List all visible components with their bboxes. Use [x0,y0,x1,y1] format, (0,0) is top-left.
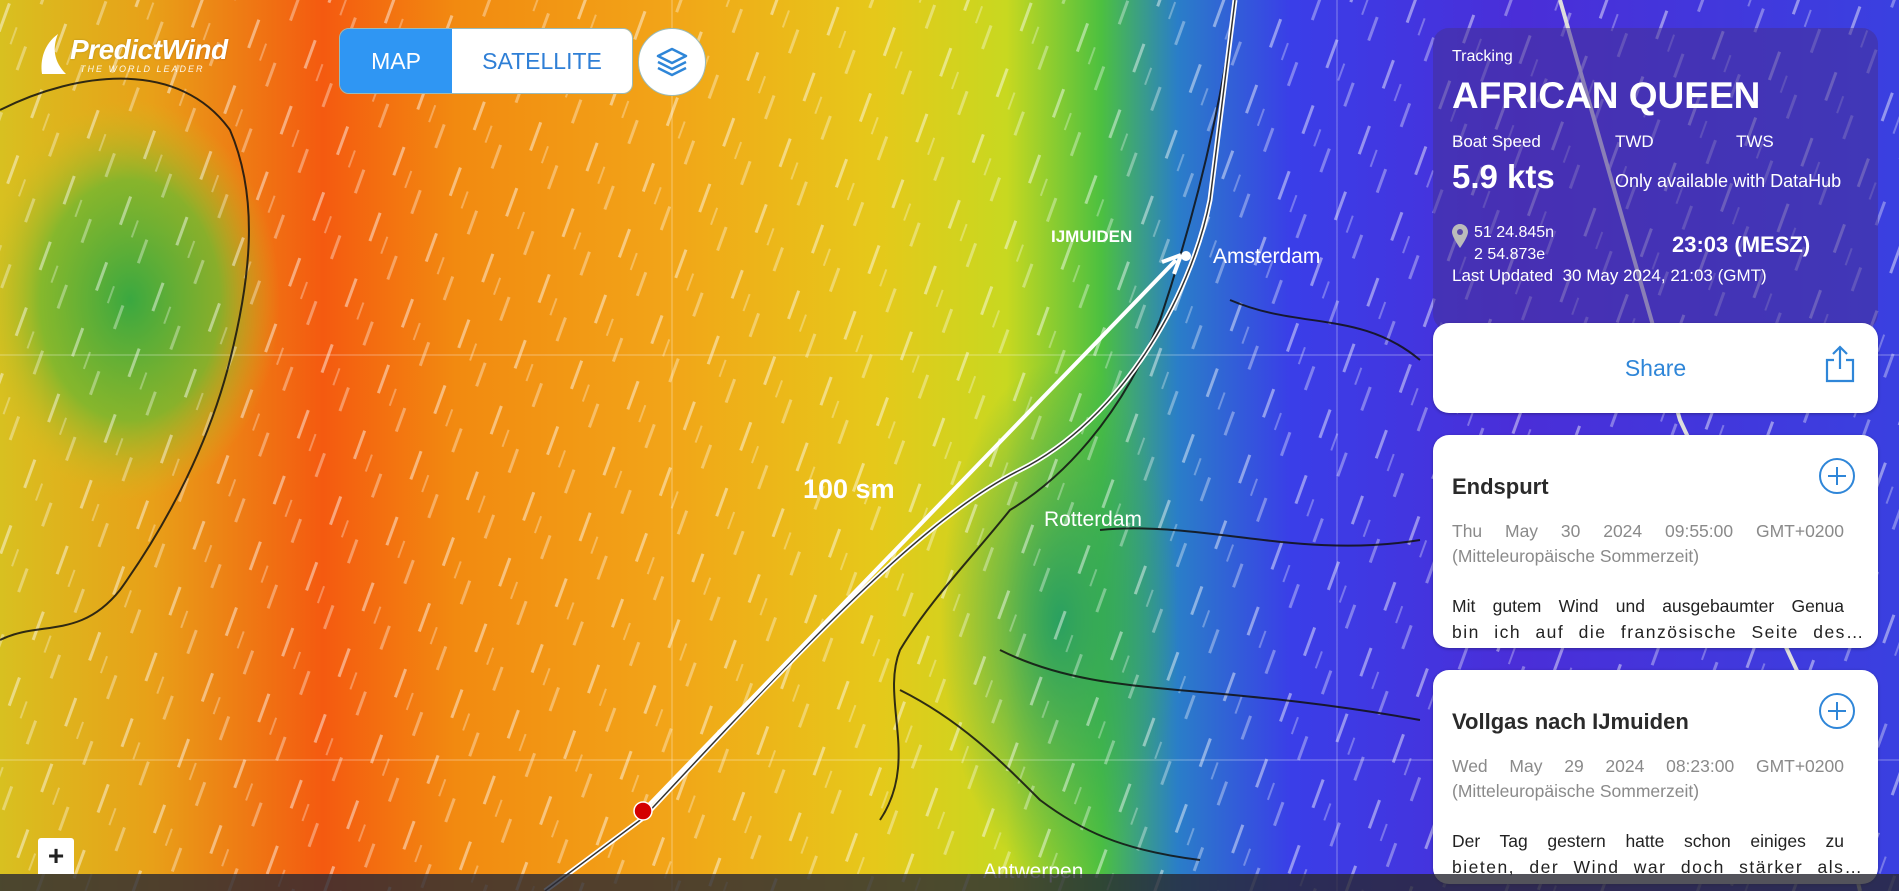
map-label-rotterdam: Rotterdam [1044,508,1143,531]
predictwind-logo: PredictWind THE WORLD LEADER [36,32,246,78]
location-pin-icon [1452,224,1468,248]
satellite-button[interactable]: SATELLITE [452,29,632,93]
logo-tagline: THE WORLD LEADER [80,64,205,74]
route-line [641,258,1178,813]
post-date: Wed May 29 2024 08:23:00 GMT+0200 (Mittel… [1452,754,1844,804]
longitude: 2 54.873e [1474,246,1546,263]
tracking-panel: Tracking AFRICAN QUEEN Boat Speed TWD TW… [1433,28,1878,330]
expand-plus-icon[interactable] [1818,457,1856,495]
post-date: Thu May 30 2024 09:55:00 GMT+0200 (Mittel… [1452,519,1844,569]
post-excerpt: Der Tag gestern hatte schon einiges zu bi… [1452,828,1864,880]
boat-speed-label: Boat Speed [1452,132,1541,151]
post-date-value: Wed May 29 2024 08:23:00 GMT+0200 [1452,756,1844,776]
post-timezone: (Mitteleuropäische Sommerzeit) [1452,781,1700,801]
last-updated-label: Last Updated [1452,266,1554,285]
tws-label: TWS [1736,132,1774,151]
position-coordinates: 51 24.845n 2 54.873e [1474,222,1554,266]
datahub-note: Only available with DataHub [1615,171,1842,191]
twd-label: TWD [1615,132,1654,151]
post-excerpt-line: Mit gutem Wind und ausgebaumter Genua [1452,596,1844,616]
map-button[interactable]: MAP [340,29,452,93]
share-button[interactable]: Share [1433,323,1878,413]
blog-post-card[interactable]: Vollgas nach IJmuiden Wed May 29 2024 08… [1433,670,1878,884]
map-label-amsterdam: Amsterdam [1213,245,1321,268]
boat-name: AFRICAN QUEEN [1452,75,1761,116]
post-excerpt-line: bin ich auf die französische Seite des… [1452,622,1864,642]
boat-speed-value: 5.9 kts [1452,158,1555,195]
share-label: Share [1624,355,1687,381]
last-updated: Last Updated 30 May 2024, 21:03 (GMT) [1452,266,1767,286]
boat-position-dot [633,801,653,821]
route-distance-label: 100 sm [803,474,895,504]
post-title: Endspurt [1452,474,1549,499]
layers-icon [656,47,688,77]
map-label-ijmuiden: IJMUIDEN [1051,227,1133,246]
latitude: 51 24.845n [1474,224,1555,241]
expand-plus-icon[interactable] [1818,692,1856,730]
post-title: Vollgas nach IJmuiden [1452,709,1689,734]
layers-button[interactable] [638,28,706,96]
blog-post-card[interactable]: Endspurt Thu May 30 2024 09:55:00 GMT+02… [1433,435,1878,648]
post-timezone: (Mitteleuropäische Sommerzeit) [1452,546,1700,566]
last-updated-value: 30 May 2024, 21:03 (GMT) [1562,266,1767,285]
post-date-value: Thu May 30 2024 09:55:00 GMT+0200 [1452,521,1844,541]
post-excerpt-line: Der Tag gestern hatte schon einiges zu [1452,831,1844,851]
post-excerpt: Mit gutem Wind und ausgebaumter Genua bin… [1452,593,1864,645]
zoom-in-button[interactable]: + [38,838,74,874]
sail-logo-icon [41,34,66,74]
bottom-bar [0,874,1899,891]
local-time: 23:03 (MESZ) [1672,232,1811,257]
tracking-label: Tracking [1452,48,1513,65]
logo-name: PredictWind [70,34,228,65]
share-icon [1825,345,1855,383]
route-arrowhead [1161,253,1183,275]
map-type-toggle: MAP SATELLITE [339,28,633,94]
